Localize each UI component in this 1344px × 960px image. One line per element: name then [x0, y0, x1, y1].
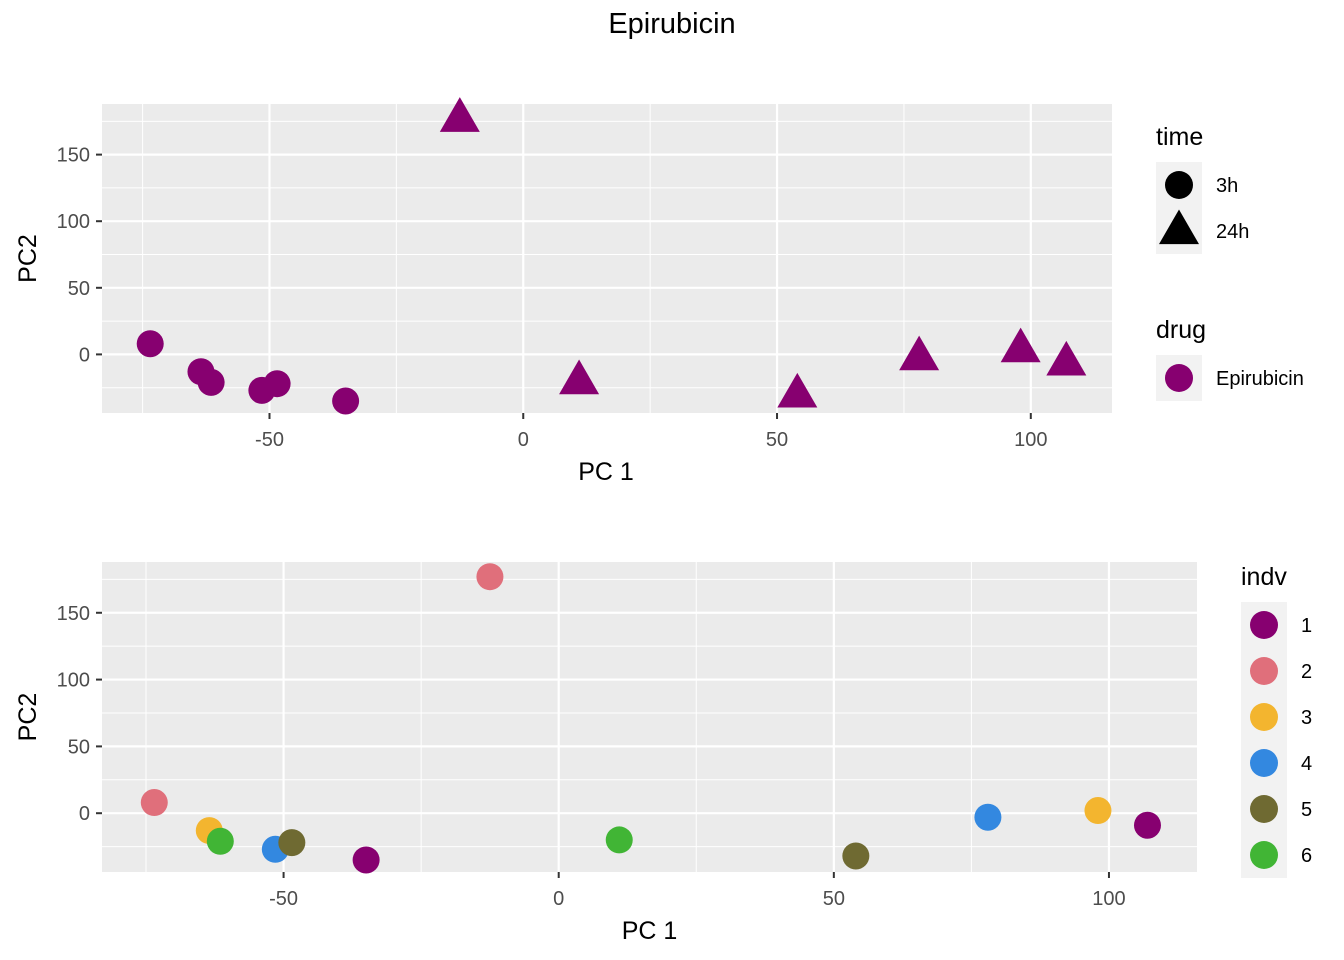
x-axis-title: PC 1	[622, 917, 678, 945]
legend-title: indv	[1241, 563, 1287, 591]
x-tick-label: -50	[255, 429, 284, 451]
data-point-circle	[352, 846, 380, 874]
data-point-triangle	[1046, 340, 1087, 376]
data-point-circle	[1084, 797, 1112, 825]
legend-key-circle	[1165, 171, 1193, 199]
panel-background	[102, 104, 1112, 413]
data-point-circle	[197, 368, 225, 396]
data-point-circle	[140, 789, 168, 817]
x-tick-label: -50	[269, 888, 298, 910]
y-axis-title: PC2	[14, 693, 42, 742]
legend-label: 24h	[1216, 221, 1249, 243]
legend-key-circle	[1165, 364, 1193, 392]
data-point-triangle	[439, 97, 480, 132]
legend-label: 3	[1301, 707, 1312, 729]
x-tick-label: 100	[1014, 429, 1047, 451]
legend-key-circle	[1250, 841, 1278, 869]
y-axis-title: PC2	[14, 234, 42, 283]
y-tick-label: 100	[57, 211, 90, 233]
x-tick-label: 100	[1092, 888, 1125, 910]
legend-label: 3h	[1216, 175, 1238, 197]
data-point-circle	[278, 829, 306, 857]
pca-indv-plot: -50 0 50 100 0 50 100 150 PC 1 PC2 indv 1 2 3 4 5 6	[14, 562, 1312, 945]
data-point-circle	[842, 842, 870, 870]
x-tick-label: 50	[823, 888, 845, 910]
legend-key-triangle	[1159, 209, 1199, 245]
legend-title: time	[1156, 123, 1203, 151]
data-point-triangle	[777, 372, 818, 408]
x-axis-title: PC 1	[578, 458, 634, 486]
x-tick-label: 50	[766, 429, 788, 451]
legend-label: 4	[1301, 753, 1312, 775]
figure-title: Epirubicin	[608, 8, 735, 40]
legend-key-background	[1241, 602, 1287, 878]
y-tick-label: 0	[79, 803, 90, 825]
data-point-triangle	[559, 359, 600, 395]
data-point-circle	[206, 827, 234, 855]
x-tick-label: 0	[553, 888, 564, 910]
legend-key-circle	[1250, 611, 1278, 639]
data-point-triangle	[1000, 327, 1041, 363]
legend-key-circle	[1250, 657, 1278, 685]
y-tick-label: 0	[79, 344, 90, 366]
y-tick-label: 50	[68, 278, 90, 300]
legend-key-circle	[1250, 749, 1278, 777]
legend-label: 6	[1301, 845, 1312, 867]
y-tick-label: 100	[57, 670, 90, 692]
data-point-circle	[332, 387, 360, 415]
pca-time-plot: -50 0 50 100 0 50 100 150 PC 1 PC2 time 3h 24h drug Ep…	[14, 97, 1304, 486]
y-tick-label: 150	[57, 603, 90, 625]
legend-key-circle	[1250, 795, 1278, 823]
data-point-circle	[136, 330, 164, 358]
x-tick-label: 0	[518, 429, 529, 451]
data-point-circle	[605, 826, 633, 854]
y-tick-label: 50	[68, 736, 90, 758]
legend-title: drug	[1156, 316, 1206, 344]
legend-label: 5	[1301, 799, 1312, 821]
data-point-circle	[974, 803, 1002, 831]
data-point-circle	[1133, 811, 1161, 839]
panel-background	[102, 562, 1197, 872]
data-point-triangle	[899, 335, 940, 371]
y-tick-label: 150	[57, 145, 90, 167]
legend-label: Epirubicin	[1216, 368, 1304, 390]
legend-label: 1	[1301, 615, 1312, 637]
data-point-circle	[263, 370, 291, 398]
data-point-circle	[476, 563, 504, 591]
legend-label: 2	[1301, 661, 1312, 683]
legend-key-circle	[1250, 703, 1278, 731]
